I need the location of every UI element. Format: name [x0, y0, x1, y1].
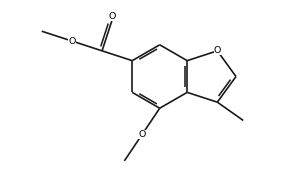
Text: O: O: [138, 130, 146, 139]
Text: O: O: [68, 36, 76, 46]
Text: O: O: [214, 46, 221, 55]
Text: O: O: [108, 12, 116, 21]
